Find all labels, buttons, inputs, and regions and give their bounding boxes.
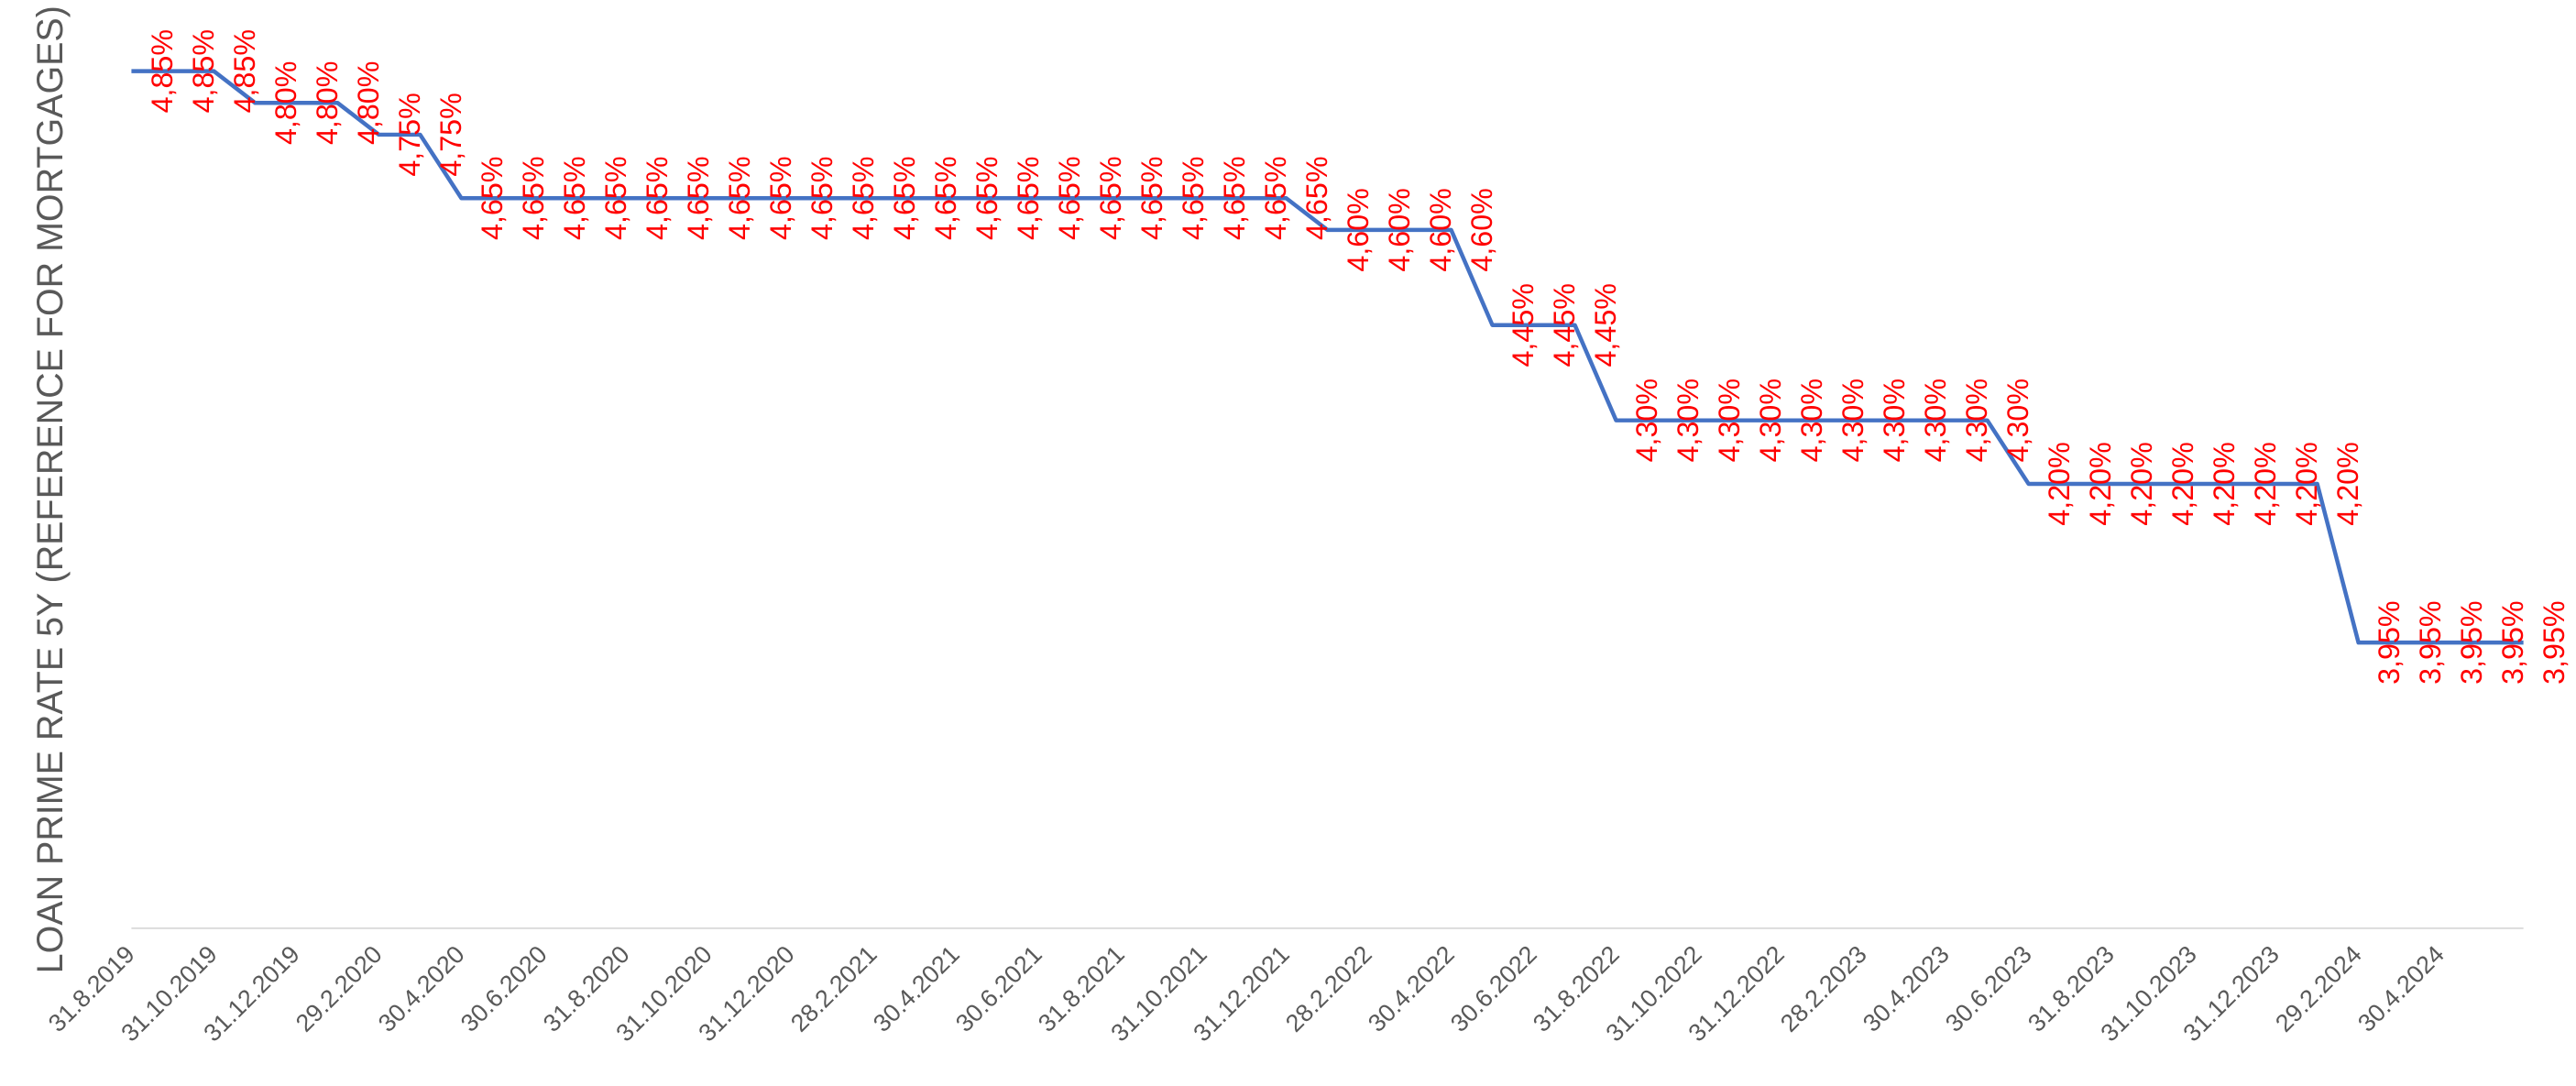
data-label: 4,65%: [1259, 156, 1292, 239]
data-label: 4,65%: [929, 156, 962, 239]
data-label: 4,85%: [228, 29, 261, 113]
data-label: 4,30%: [1630, 378, 1663, 462]
data-label: 4,60%: [1383, 188, 1416, 271]
data-label: 4,80%: [311, 61, 344, 145]
data-label: 4,65%: [1135, 156, 1168, 239]
data-label: 4,20%: [2331, 442, 2364, 525]
data-label: 4,65%: [1177, 156, 1210, 239]
data-label: 4,30%: [1960, 378, 1993, 462]
data-label: 3,95%: [2455, 600, 2488, 684]
data-label: 4,75%: [393, 93, 426, 176]
data-label: 4,60%: [1342, 188, 1375, 271]
data-label: 4,65%: [1094, 156, 1127, 239]
data-label: 4,20%: [2290, 442, 2323, 525]
data-label: 3,95%: [2538, 600, 2571, 684]
data-label: 4,80%: [269, 61, 302, 145]
data-label: 4,45%: [1548, 283, 1581, 367]
data-label: 4,65%: [723, 156, 756, 239]
x-tick-label: 30.4.2022: [1363, 940, 1460, 1037]
data-label: 4,60%: [1465, 188, 1498, 271]
data-label: 4,65%: [806, 156, 839, 239]
data-label: 4,30%: [1836, 378, 1869, 462]
data-label: 4,30%: [1919, 378, 1952, 462]
data-label: 4,65%: [558, 156, 591, 239]
data-label: 4,30%: [1672, 378, 1705, 462]
data-label: 3,95%: [2496, 600, 2529, 684]
data-label: 4,20%: [2249, 442, 2282, 525]
data-label: 4,30%: [1713, 378, 1746, 462]
data-label: 4,20%: [2084, 442, 2117, 525]
data-label: 4,20%: [2166, 442, 2199, 525]
data-label: 4,30%: [1878, 378, 1911, 462]
x-tick-label: 28.2.2023: [1775, 940, 1872, 1037]
data-label: 4,75%: [434, 93, 467, 176]
data-label: 4,85%: [146, 29, 179, 113]
data-label: 4,20%: [2125, 442, 2158, 525]
x-tick-label: 30.6.2021: [950, 940, 1047, 1037]
x-tick-label: 29.2.2020: [290, 940, 388, 1037]
data-label: 4,60%: [1424, 188, 1457, 271]
data-label: 4,80%: [352, 61, 385, 145]
data-label: 4,30%: [1754, 378, 1787, 462]
data-label: 4,30%: [2001, 378, 2034, 462]
data-label: 4,65%: [599, 156, 632, 239]
x-tick-label: 30.4.2021: [868, 940, 965, 1037]
data-label: 3,95%: [2414, 600, 2447, 684]
data-label: 4,30%: [1795, 378, 1828, 462]
data-label: 4,65%: [476, 156, 509, 239]
data-line: [131, 69, 2524, 645]
data-label: 4,65%: [847, 156, 880, 239]
data-label: 4,65%: [641, 156, 674, 239]
y-axis-title: LOAN PRIME RATE 5Y (REFERENCE FOR MORTGA…: [30, 5, 71, 973]
x-tick-label: 30.6.2023: [1940, 940, 2037, 1037]
x-tick-label: 30.4.2024: [2352, 940, 2450, 1037]
x-tick-label: 28.2.2022: [1280, 940, 1377, 1037]
x-tick-label: 30.6.2022: [1445, 940, 1542, 1037]
data-label: 4,45%: [1589, 283, 1622, 367]
x-tick-label: 30.6.2020: [455, 940, 553, 1037]
data-label: 4,65%: [888, 156, 921, 239]
x-tick-label: 30.4.2023: [1858, 940, 1955, 1037]
x-tick-label: 28.2.2021: [785, 940, 882, 1037]
data-label: 4,65%: [1218, 156, 1251, 239]
data-label: 4,65%: [1012, 156, 1045, 239]
data-label: 3,95%: [2373, 600, 2406, 684]
data-label: 4,65%: [682, 156, 715, 239]
x-tick-label: 30.4.2020: [373, 940, 470, 1037]
data-label: 4,85%: [187, 29, 220, 113]
data-label: 4,20%: [2208, 442, 2241, 525]
data-label: 4,65%: [517, 156, 550, 239]
data-label: 4,45%: [1507, 283, 1540, 367]
data-label: 4,65%: [1300, 156, 1333, 239]
data-label: 4,65%: [970, 156, 1003, 239]
data-label: 4,20%: [2043, 442, 2076, 525]
x-tick-label: 29.2.2024: [2270, 940, 2367, 1037]
data-label: 4,65%: [1053, 156, 1086, 239]
data-label: 4,65%: [764, 156, 797, 239]
